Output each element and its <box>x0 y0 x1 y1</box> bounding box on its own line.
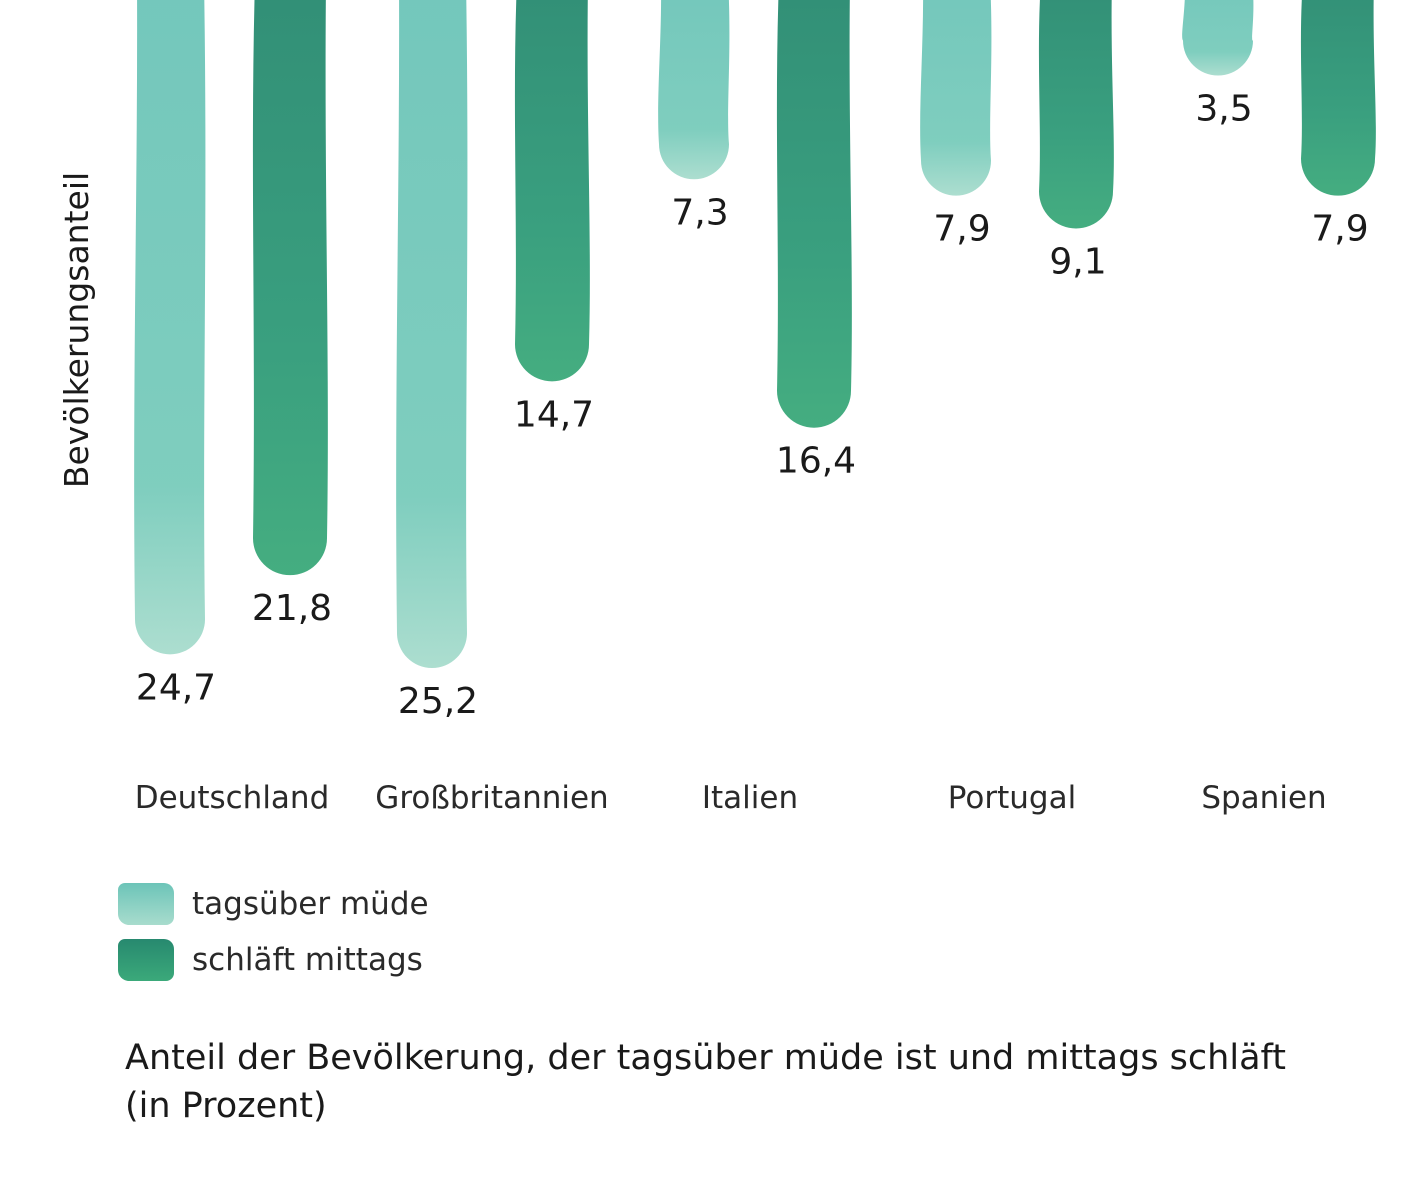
category-label-deutschland: Deutschland <box>135 780 330 816</box>
chart-caption: Anteil der Bevölkerung, der tagsüber müd… <box>125 1034 1325 1130</box>
bar-spanien-schlaeft-mittags <box>1300 0 1376 196</box>
value-label-grossbritannien-schlaeft-mittags: 14,7 <box>514 394 594 435</box>
bar-deutschland-tagsueber-muede <box>134 0 206 655</box>
value-label-portugal-schlaeft-mittags: 9,1 <box>1049 241 1106 282</box>
bar-spanien-tagsueber-muede <box>1182 0 1254 76</box>
category-label-italien: Italien <box>702 780 798 816</box>
category-label-portugal: Portugal <box>948 780 1076 816</box>
value-labels-group: 24,7 21,8 25,2 14,7 7,3 16,4 7,9 9,1 3,5 7,9 <box>136 89 1369 722</box>
caption-title: Anteil der Bevölkerung, der tagsüber müd… <box>125 1038 1286 1078</box>
value-label-spanien-tagsueber-muede: 3,5 <box>1195 89 1252 130</box>
category-label-grossbritannien: Großbritannien <box>375 780 608 816</box>
value-label-grossbritannien-tagsueber-muede: 25,2 <box>398 681 478 722</box>
value-label-italien-schlaeft-mittags: 16,4 <box>776 441 856 482</box>
value-label-italien-tagsueber-muede: 7,3 <box>671 192 728 233</box>
bar-portugal-schlaeft-mittags <box>1038 0 1114 229</box>
category-labels-group: Deutschland Großbritannien Italien Portugal… <box>135 780 1327 816</box>
legend-label: tagsüber müde <box>192 886 429 922</box>
value-label-spanien-schlaeft-mittags: 7,9 <box>1311 209 1368 250</box>
legend-swatch-dark <box>118 939 174 981</box>
bar-portugal-tagsueber-muede <box>920 0 992 196</box>
y-axis-label: Bevölkerungsanteil <box>57 172 96 488</box>
bar-italien-schlaeft-mittags <box>776 0 852 428</box>
bar-grossbritannien-schlaeft-mittags <box>514 0 590 382</box>
value-label-portugal-tagsueber-muede: 7,9 <box>933 209 990 250</box>
bar-deutschland-schlaeft-mittags <box>252 0 328 576</box>
caption-unit: (in Prozent) <box>125 1086 327 1126</box>
value-label-deutschland-schlaeft-mittags: 21,8 <box>252 588 332 629</box>
category-label-spanien: Spanien <box>1201 780 1326 816</box>
legend-swatch-light <box>118 883 174 925</box>
bar-grossbritannien-tagsueber-muede <box>396 0 468 668</box>
legend-item-schlaeft-mittags: schläft mittags <box>118 932 429 988</box>
value-label-deutschland-tagsueber-muede: 24,7 <box>136 667 216 708</box>
bar-italien-tagsueber-muede <box>658 0 730 180</box>
bars-group <box>134 0 1376 668</box>
legend-label: schläft mittags <box>192 942 423 978</box>
legend-item-tagsueber-muede: tagsüber müde <box>118 876 429 932</box>
legend: tagsüber müde schläft mittags <box>118 876 429 988</box>
